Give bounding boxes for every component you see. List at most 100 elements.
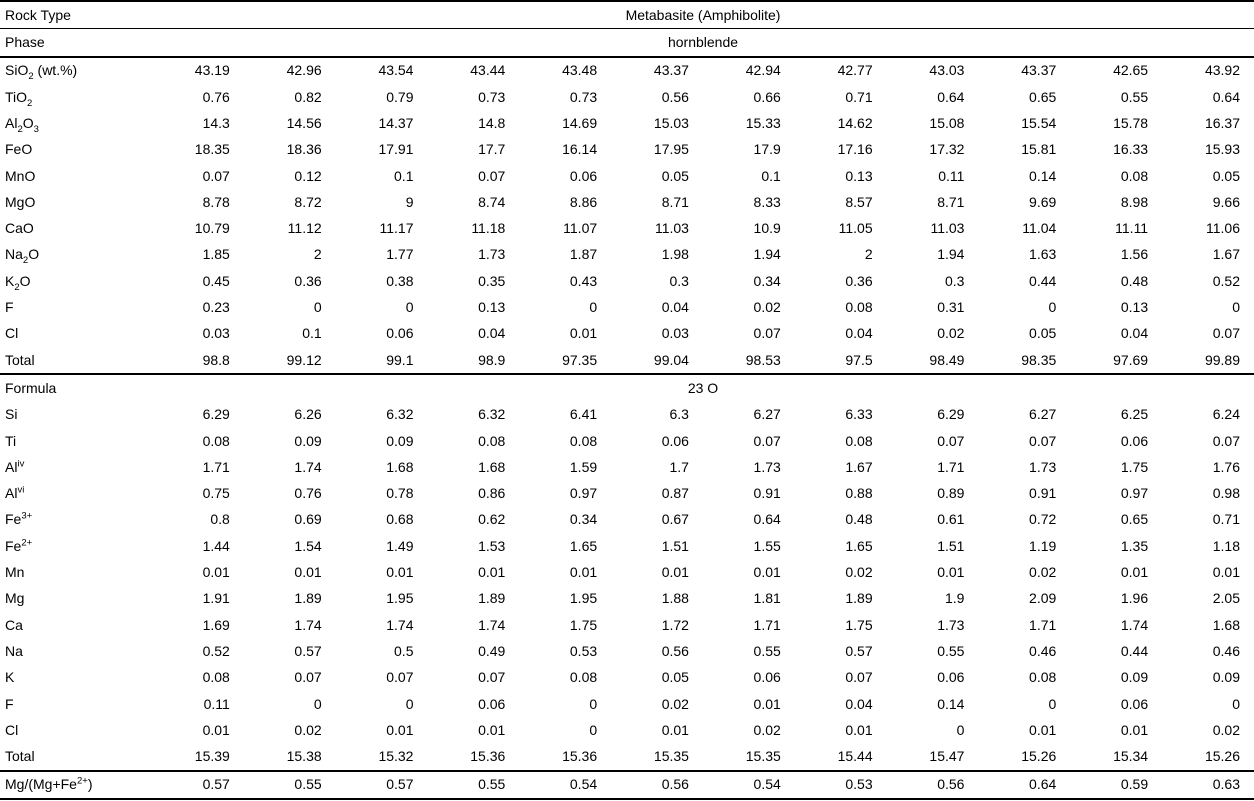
table-row: Mn 0.01 0.01 0.01 0.01 0.01 0.01 0.01 0.02 0.01 0.… — [0, 559, 1254, 585]
value-cell: 1.35 — [1120, 537, 1149, 554]
value-cell: 15.44 — [837, 748, 873, 765]
value-cell: 1.72 — [661, 616, 689, 633]
value-cell: 99.1 — [386, 351, 414, 368]
row-label: MnO — [5, 167, 36, 184]
value-cell: 97.69 — [1113, 351, 1149, 368]
value-cell: 0.02 — [1029, 564, 1057, 581]
value-cell: 11.17 — [379, 220, 414, 237]
value-cell: 0.09 — [294, 432, 322, 449]
table-row: Na2O 1.85 2 1.77 1.73 1.87 1.98 1.94 2 1.94 1.63 1.… — [0, 242, 1254, 268]
value-cell: 0.04 — [661, 299, 689, 316]
value-cell: 0.03 — [202, 325, 230, 342]
value-cell: 0.52 — [202, 642, 230, 659]
section-header-value: Metabasite (Amphibolite) — [625, 6, 781, 23]
table-row: Ti 0.08 0.09 0.09 0.08 0.08 0.06 0.07 0.08 0.07 0.… — [0, 428, 1254, 454]
value-cell: 0.59 — [1120, 776, 1149, 793]
value-cell: 0.08 — [845, 432, 873, 449]
value-cell: 0.01 — [202, 721, 230, 738]
value-cell: 18.36 — [286, 141, 322, 158]
value-cell: 6.25 — [1120, 406, 1149, 423]
value-cell: 10.79 — [194, 220, 230, 237]
value-cell: 6.26 — [294, 406, 322, 423]
value-cell: 15.34 — [1113, 748, 1149, 765]
value-cell: 0.06 — [1120, 695, 1149, 712]
value-cell: 1.63 — [1029, 246, 1057, 263]
value-cell: 0.64 — [937, 88, 965, 105]
section-header-row: Phase hornblende — [0, 29, 1254, 57]
value-cell: 0.01 — [845, 721, 873, 738]
value-cell: 1.95 — [569, 590, 598, 607]
value-cell: 8.78 — [202, 193, 230, 210]
value-cell: 15.81 — [1021, 141, 1057, 158]
value-cell: 0.55 — [937, 642, 965, 659]
value-cell: 1.71 — [753, 616, 781, 633]
value-cell: 1.56 — [1120, 246, 1149, 263]
value-cell: 99.89 — [1204, 351, 1240, 368]
value-cell: 0.71 — [1212, 511, 1240, 528]
value-cell: 0.36 — [845, 272, 873, 289]
value-cell: 15.36 — [562, 748, 598, 765]
value-cell: 0.35 — [478, 272, 506, 289]
value-cell: 0.44 — [1029, 272, 1057, 289]
row-label: Mg/(Mg+Fe2+) — [5, 775, 93, 793]
value-cell: 17.95 — [653, 141, 689, 158]
value-cell: 14.62 — [837, 114, 873, 131]
value-cell: 0.08 — [569, 669, 598, 686]
value-cell: 6.41 — [569, 406, 598, 423]
value-cell: 1.73 — [753, 458, 781, 475]
value-cell: 0.02 — [937, 325, 965, 342]
value-cell: 8.57 — [845, 193, 873, 210]
value-cell: 15.35 — [653, 748, 689, 765]
value-cell: 0.34 — [753, 272, 781, 289]
value-cell: 0.67 — [661, 511, 689, 528]
value-cell: 99.12 — [286, 351, 322, 368]
value-cell: 0.43 — [569, 272, 598, 289]
value-cell: 0.06 — [661, 432, 689, 449]
value-cell: 0.62 — [478, 511, 506, 528]
value-cell: 0.57 — [202, 776, 230, 793]
value-cell: 43.37 — [1021, 62, 1057, 79]
value-cell: 0.01 — [386, 564, 414, 581]
value-cell: 0.3 — [669, 272, 689, 289]
value-cell: 0.01 — [1120, 564, 1149, 581]
value-cell: 43.44 — [470, 62, 506, 79]
value-cell: 0.45 — [202, 272, 230, 289]
value-cell: 0.02 — [294, 721, 322, 738]
table-row: Fe3+ 0.8 0.69 0.68 0.62 0.34 0.67 0.64 0.48 0.61 0… — [0, 507, 1254, 533]
value-cell: 16.14 — [562, 141, 598, 158]
value-cell: 0.01 — [1212, 564, 1240, 581]
value-cell: 0.11 — [938, 167, 965, 184]
value-cell: 8.71 — [661, 193, 689, 210]
value-cell: 6.33 — [845, 406, 873, 423]
value-cell: 98.9 — [478, 351, 506, 368]
value-cell: 0.05 — [1029, 325, 1057, 342]
row-label: Si — [5, 406, 18, 423]
value-cell: 15.33 — [745, 114, 781, 131]
value-cell: 0.64 — [1212, 88, 1240, 105]
value-cell: 0.97 — [1120, 485, 1149, 502]
value-cell: 15.35 — [745, 748, 781, 765]
value-cell: 15.08 — [929, 114, 965, 131]
value-cell: 0.07 — [753, 325, 781, 342]
row-label: Phase — [5, 34, 45, 51]
value-cell: 0.69 — [294, 511, 322, 528]
value-cell: 14.69 — [562, 114, 598, 131]
value-cell: 0 — [1048, 299, 1057, 316]
value-cell: 42.94 — [745, 62, 781, 79]
value-cell: 0.48 — [1120, 272, 1149, 289]
value-cell: 1.76 — [1212, 458, 1240, 475]
value-cell: 0.07 — [386, 669, 414, 686]
value-cell: 0.48 — [845, 511, 873, 528]
row-label: K2O — [5, 272, 31, 293]
value-cell: 0.01 — [478, 721, 506, 738]
row-label: TiO2 — [5, 88, 33, 109]
row-label: Mg — [5, 590, 25, 607]
value-cell: 0.08 — [1120, 167, 1149, 184]
value-cell: 15.26 — [1204, 748, 1240, 765]
value-cell: 0.91 — [753, 485, 781, 502]
value-cell: 1.96 — [1120, 590, 1149, 607]
value-cell: 8.98 — [1120, 193, 1149, 210]
row-label: Formula — [5, 379, 57, 396]
value-cell: 2.05 — [1212, 590, 1240, 607]
value-cell: 15.47 — [929, 748, 965, 765]
